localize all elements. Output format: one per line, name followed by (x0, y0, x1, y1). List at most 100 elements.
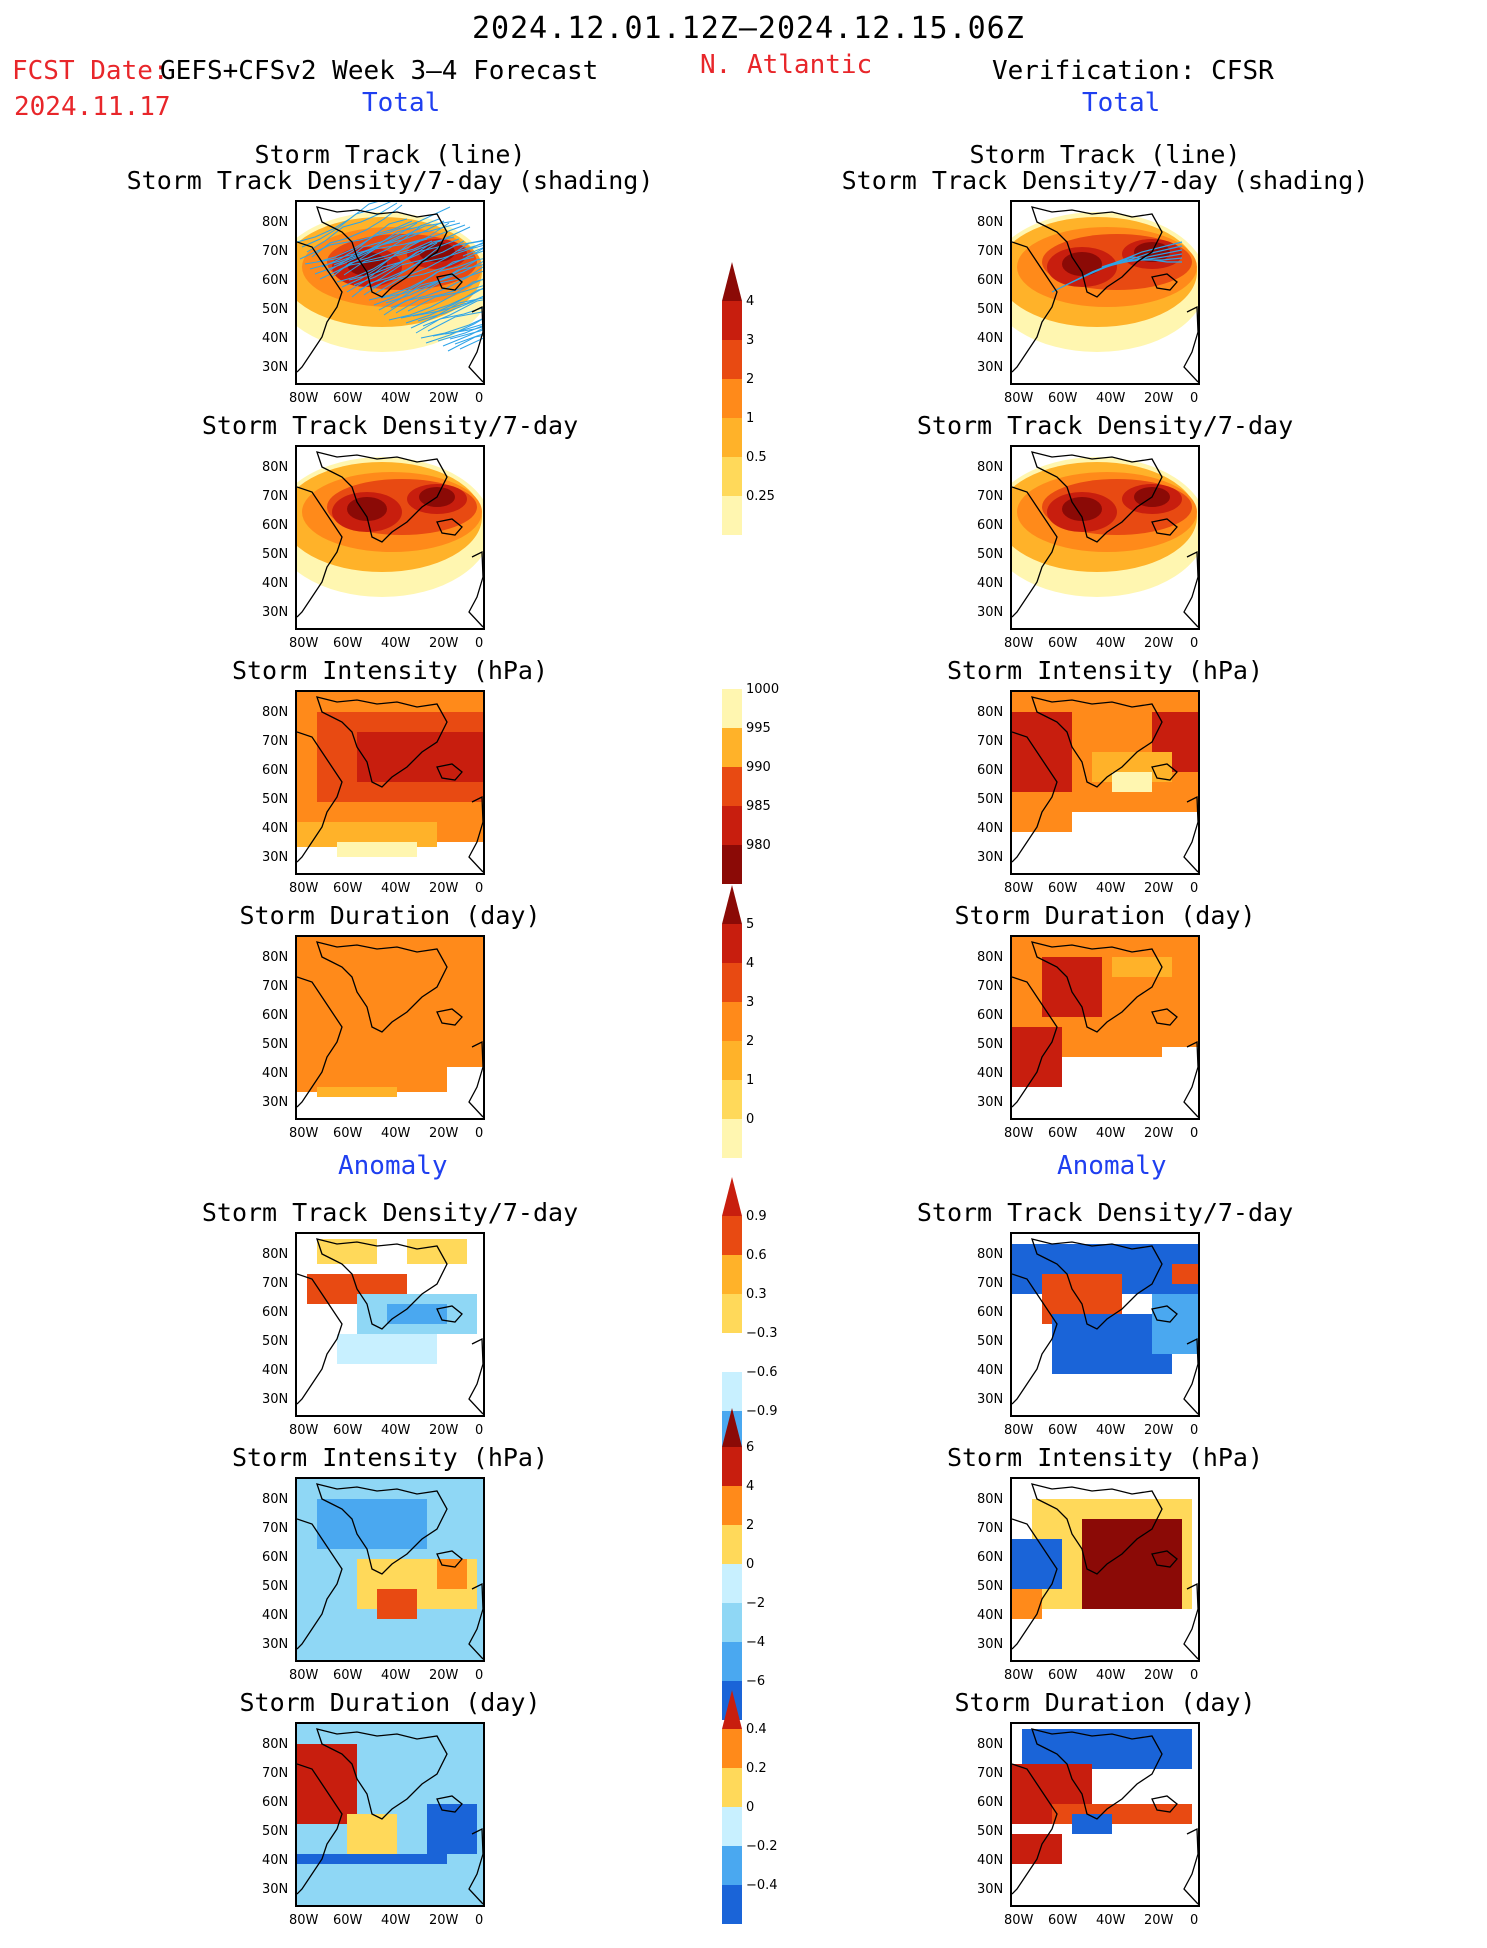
lon-tick-label: 60W (333, 391, 363, 406)
storm-track-line (390, 270, 483, 309)
lon-tick-label: 0 (1190, 636, 1199, 651)
shade-cell (347, 1814, 397, 1854)
colorbar-segment (722, 1119, 742, 1158)
lon-tick-label: 0 (475, 1913, 484, 1928)
lon-tick-label: 20W (1144, 881, 1174, 896)
colorbar-label: −4 (746, 1635, 766, 1650)
lat-tick-label: 70N (262, 244, 289, 259)
lat-tick-label: 60N (977, 763, 1004, 778)
lat-tick-label: 40N (977, 1608, 1004, 1623)
colorbar-segment (722, 1525, 742, 1564)
colorbar-label: 980 (746, 838, 771, 853)
storm-track-line (321, 220, 413, 268)
storm-track-line (299, 206, 451, 260)
lat-tick-label: 40N (977, 1853, 1004, 1868)
lat-tick-label: 70N (977, 1276, 1004, 1291)
colorbar-label: 6 (746, 1440, 755, 1455)
storm-track-line (442, 327, 483, 347)
storm-track-line (378, 260, 483, 311)
lon-tick-label: 20W (1144, 1913, 1174, 1928)
lat-tick-label: 40N (262, 1066, 289, 1081)
lat-tick-label: 60N (262, 1305, 289, 1320)
colorbar-segment (722, 1603, 742, 1642)
coastline (1012, 1728, 1198, 1905)
lat-tick-label: 80N (977, 460, 1004, 475)
lat-tick-label: 50N (977, 1334, 1004, 1349)
shade-cell (1152, 1294, 1198, 1354)
shade-cell (1172, 1264, 1198, 1284)
storm-track-line (309, 222, 461, 270)
lat-tick-label: 70N (977, 1766, 1004, 1781)
lat-tick-label: 80N (262, 705, 289, 720)
lat-tick-label: 80N (262, 215, 289, 230)
shade-cell (357, 732, 483, 782)
storm-track-line (319, 226, 471, 280)
storm-track-line (346, 242, 438, 293)
colorbar-segment (722, 1768, 742, 1807)
colorbar-segment (722, 728, 742, 767)
storm-track-line (351, 244, 443, 298)
lat-tick-label: 30N (262, 1637, 289, 1652)
colorbar-segment (722, 1846, 742, 1885)
lon-tick-label: 0 (1190, 391, 1199, 406)
lat-tick-label: 80N (977, 950, 1004, 965)
storm-track-line (425, 318, 483, 344)
lon-tick-label: 60W (1048, 1423, 1078, 1438)
coastline (297, 1483, 483, 1660)
lon-tick-label: 60W (1048, 636, 1078, 651)
left-track-title: Storm Track Density/7-day (shading) (126, 166, 654, 195)
colorbar-label: 985 (746, 799, 771, 814)
storm-track-line (368, 256, 475, 301)
colorbar-segment (722, 1486, 742, 1525)
lon-tick-label: 60W (333, 1423, 363, 1438)
lon-tick-label: 20W (1144, 1668, 1174, 1683)
lat-tick-label: 40N (262, 821, 289, 836)
lat-tick-label: 60N (262, 1008, 289, 1023)
colorbar-duration-total: 5 4 3 2 1 0 (722, 885, 754, 1182)
lat-tick-label: 70N (262, 489, 289, 504)
colorbar-label: 0 (746, 1800, 755, 1815)
lat-tick-label: 60N (977, 518, 1004, 533)
lat-tick-label: 80N (977, 215, 1004, 230)
lon-tick-label: 0 (475, 1668, 484, 1683)
left-intensity-anomaly-map (295, 1477, 485, 1662)
colorbar-label: 0.3 (746, 1287, 767, 1302)
coastline (297, 206, 483, 383)
lon-tick-label: 0 (1190, 1126, 1199, 1141)
lon-tick-label: 60W (1048, 1913, 1078, 1928)
lon-tick-label: 60W (1048, 1668, 1078, 1683)
colorbar-label: 1 (746, 1073, 755, 1088)
colorbar-label: −0.6 (746, 1365, 778, 1380)
storm-track-line (444, 326, 483, 335)
lat-tick-label: 70N (262, 979, 289, 994)
colorbar-segment (722, 379, 742, 418)
lat-tick-label: 50N (977, 1037, 1004, 1052)
lat-tick-label: 70N (262, 1276, 289, 1291)
lon-tick-label: 40W (1096, 636, 1126, 651)
shade-cell (1072, 1814, 1112, 1834)
coastline (1012, 206, 1198, 383)
coastline (297, 696, 483, 873)
colorbar-segment (722, 924, 742, 963)
lon-tick-label: 0 (475, 1126, 484, 1141)
shade-cell (337, 1334, 437, 1364)
lat-tick-label: 80N (977, 1247, 1004, 1262)
lon-tick-label: 0 (1190, 1668, 1199, 1683)
coastline (1012, 1238, 1198, 1415)
lat-tick-label: 50N (977, 547, 1004, 562)
colorbar-segment (722, 340, 742, 379)
lon-tick-label: 60W (333, 881, 363, 896)
lon-tick-label: 80W (289, 881, 319, 896)
region-label: N. Atlantic (700, 50, 873, 80)
lat-tick-label: 50N (262, 1037, 289, 1052)
lon-tick-label: 0 (1190, 881, 1199, 896)
lat-tick-label: 60N (262, 273, 289, 288)
coastline (297, 451, 483, 628)
storm-track-line (326, 222, 418, 273)
colorbar-segment (722, 1807, 742, 1846)
colorbar-segment (722, 1333, 742, 1372)
lat-tick-label: 40N (262, 331, 289, 346)
lat-tick-label: 70N (977, 734, 1004, 749)
colorbar-segment (722, 1642, 742, 1681)
lon-tick-label: 80W (289, 1126, 319, 1141)
